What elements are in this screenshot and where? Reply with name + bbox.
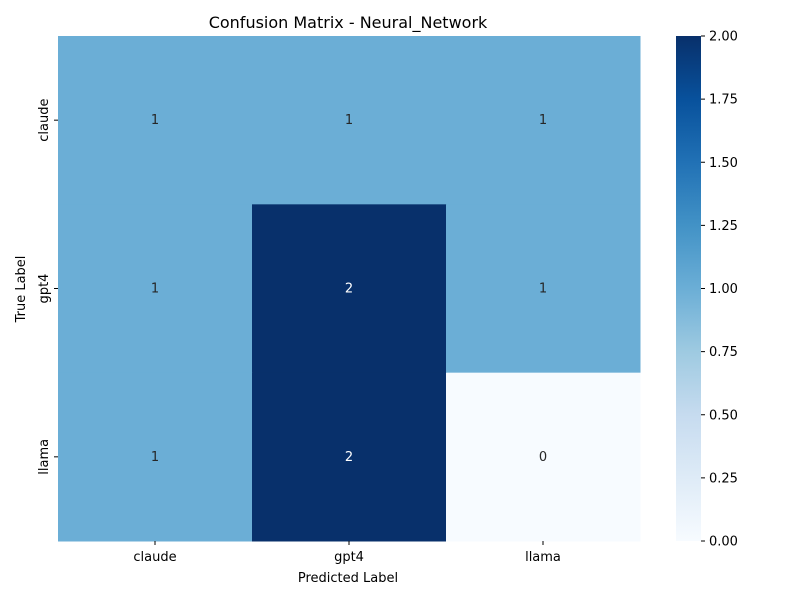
heatmap-cells [58, 36, 641, 542]
heatmap-cell [446, 36, 641, 205]
x-tick-label: llama [525, 550, 561, 565]
x-axis: claude gpt4 llama [133, 541, 561, 565]
x-tick-label: gpt4 [334, 550, 364, 565]
colorbar-tick-label: 2.00 [709, 30, 738, 45]
heatmap-cell [252, 204, 447, 374]
colorbar-tick-label: 1.50 [709, 156, 738, 171]
x-tick-label: claude [133, 550, 176, 565]
y-tick-label: gpt4 [37, 274, 52, 304]
cell-value-label: 2 [345, 450, 353, 465]
cell-annotations: 1 1 1 1 2 1 1 2 0 [151, 113, 547, 465]
colorbar-tick-label: 1.75 [709, 93, 738, 108]
colorbar-tick-label: 0.75 [709, 345, 738, 360]
y-tick-label: llama [37, 439, 52, 475]
cell-value-label: 1 [345, 113, 353, 128]
heatmap-cell [446, 372, 641, 542]
heatmap-cell [58, 36, 253, 205]
chart-title: Confusion Matrix - Neural_Network [209, 13, 488, 33]
cell-value-label: 1 [151, 113, 159, 128]
colorbar-tick-label: 0.25 [709, 471, 738, 486]
colorbar-ticks: 0.00 0.25 0.50 0.75 1.00 1.25 1.50 1.75 2.00 [701, 30, 738, 550]
cell-value-label: 1 [539, 282, 547, 297]
heatmap-cell [252, 36, 447, 205]
heatmap-cell [58, 204, 253, 374]
colorbar: 0.00 0.25 0.50 0.75 1.00 1.25 1.50 1.75 2.00 [676, 30, 738, 550]
x-axis-label: Predicted Label [298, 571, 398, 586]
colorbar-tick-label: 1.25 [709, 219, 738, 234]
cell-value-label: 0 [539, 450, 547, 465]
cell-value-label: 1 [151, 282, 159, 297]
heatmap-cell [58, 372, 253, 542]
colorbar-tick-label: 0.00 [709, 535, 738, 550]
y-tick-label: claude [37, 99, 52, 142]
y-axis: claude gpt4 llama [37, 99, 58, 475]
heatmap-cell [446, 204, 641, 374]
cell-value-label: 1 [151, 450, 159, 465]
colorbar-tick-label: 1.00 [709, 282, 738, 297]
y-axis-label: True Label [14, 256, 29, 324]
cell-value-label: 2 [345, 282, 353, 297]
colorbar-tick-label: 0.50 [709, 408, 738, 423]
heatmap-cell [252, 372, 447, 542]
cell-value-label: 1 [539, 113, 547, 128]
colorbar-gradient [676, 36, 701, 541]
